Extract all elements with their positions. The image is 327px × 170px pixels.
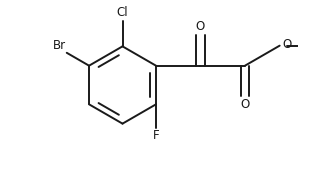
Text: F: F xyxy=(153,129,159,142)
Text: O: O xyxy=(282,38,291,51)
Text: O: O xyxy=(240,98,250,111)
Text: O: O xyxy=(196,20,205,33)
Text: Cl: Cl xyxy=(117,6,128,19)
Text: Br: Br xyxy=(52,39,66,52)
